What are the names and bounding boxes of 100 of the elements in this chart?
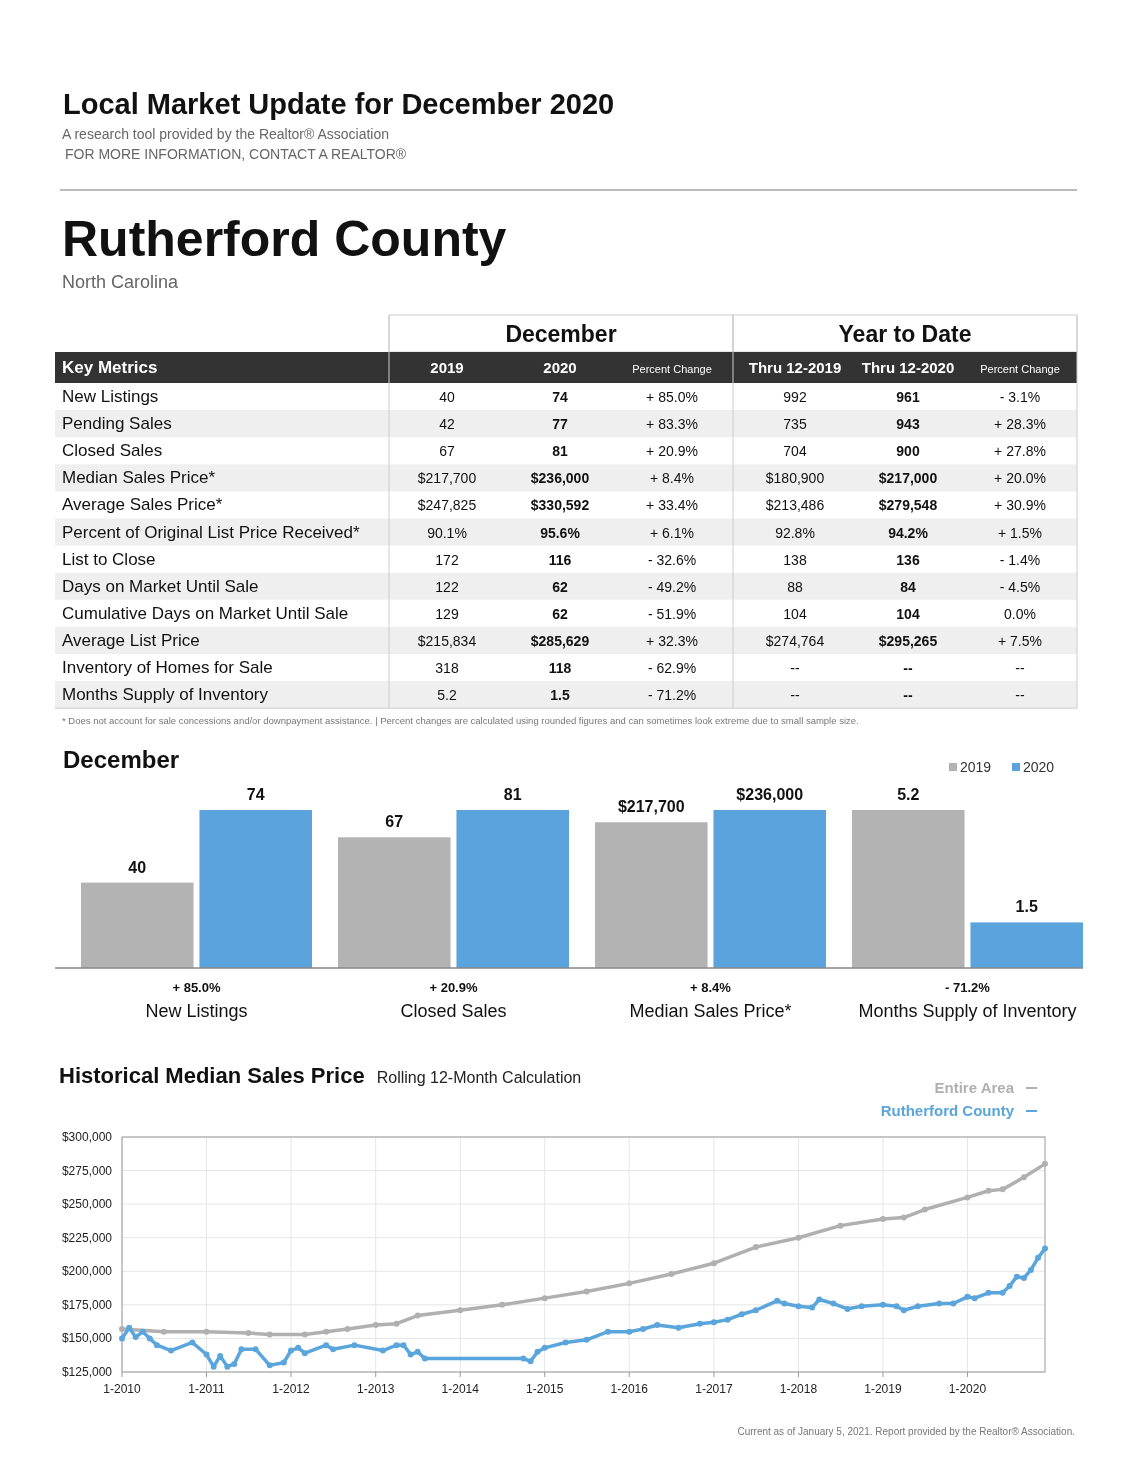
text: 62 (552, 578, 568, 595)
text: + 20.0% (994, 470, 1046, 487)
text: -- (903, 687, 913, 704)
point (301, 1331, 308, 1338)
text: + 6.1% (650, 524, 694, 541)
chart-title: December (63, 746, 180, 773)
text: $279,548 (878, 497, 938, 514)
text: + 8.4% (690, 980, 732, 995)
text: + 7.5% (998, 632, 1042, 649)
text: 2019 (430, 359, 464, 376)
point (414, 1312, 421, 1319)
legend-label: 2020 (1023, 759, 1055, 775)
text: 104 (896, 605, 920, 622)
text: - 32.6% (647, 551, 697, 568)
x-tick-label: 1-2017 (695, 1382, 733, 1396)
text: Thru 12-2019 (748, 359, 842, 376)
x-tick-label: 1-2013 (357, 1382, 395, 1396)
text: $274,764 (765, 632, 825, 649)
data-label: 40 (128, 858, 147, 876)
text: + 20.9% (646, 443, 698, 460)
text: + 28.3% (994, 416, 1046, 433)
point (457, 1307, 464, 1314)
text: 62 (552, 605, 568, 622)
text: - 49.2% (647, 578, 697, 595)
text: $215,834 (417, 632, 477, 649)
point (203, 1328, 210, 1335)
y-tick-label: $175,000 (61, 1297, 113, 1312)
y-tick-label: $125,000 (61, 1365, 113, 1379)
point (266, 1331, 273, 1338)
x-tick-label: 1-2019 (864, 1382, 902, 1396)
x-tick-label: 1-2020 (948, 1382, 987, 1396)
text: Cumulative Days on Market Until Sale (62, 603, 349, 623)
text: A research tool provided by the Realtor® Association (62, 126, 390, 142)
text: $217,700 (417, 470, 477, 487)
y-tick-label: $225,000 (61, 1230, 113, 1245)
y-tick-label: $200,000 (61, 1264, 113, 1279)
text: North Carolina (62, 272, 180, 292)
y-tick-label: $150,000 (61, 1331, 113, 1346)
text: -- (903, 660, 913, 676)
text: - 51.9% (647, 605, 697, 622)
text: 116 (548, 551, 572, 568)
text: 138 (783, 551, 807, 568)
point (752, 1244, 759, 1251)
text: Days on Market Until Sale (62, 576, 259, 596)
point (668, 1270, 675, 1277)
text: December (505, 321, 617, 347)
text: + 20.9% (429, 980, 478, 995)
text: + 33.4% (646, 497, 698, 514)
point (541, 1295, 548, 1302)
chart-title: Historical Median Sales Price (59, 1063, 365, 1088)
y-tick-label: $275,000 (61, 1163, 113, 1178)
text: - 4.5% (999, 578, 1041, 595)
y-tick-label: $250,000 (61, 1197, 113, 1212)
text: $295,265 (878, 632, 938, 649)
data-label: $217,700 (617, 798, 685, 816)
text: Closed Sales (62, 441, 163, 461)
text: 172 (435, 551, 459, 568)
text: 318 (435, 660, 459, 676)
point (900, 1214, 907, 1221)
text: - 3.1% (999, 389, 1041, 405)
point (323, 1328, 330, 1335)
point (795, 1234, 802, 1241)
x-axis-title: Months Supply of Inventory (858, 1001, 1077, 1021)
text: 74 (552, 389, 568, 405)
text: 122 (435, 578, 459, 595)
text: + 1.5% (998, 524, 1042, 541)
text: 88 (787, 578, 803, 595)
text: 735 (783, 416, 807, 433)
text: 104 (783, 605, 807, 622)
point (1042, 1160, 1048, 1167)
text: Percent Change (980, 363, 1060, 375)
text: 129 (435, 605, 459, 622)
x-axis-title: Median Sales Price* (629, 1001, 792, 1021)
x-tick-label: 1-2018 (779, 1382, 818, 1396)
text: + 27.8% (994, 443, 1046, 460)
text: Percent of Original List Price Received* (62, 522, 361, 542)
text: Inventory of Homes for Sale (62, 658, 273, 677)
text: 136 (896, 551, 920, 568)
text: $180,900 (765, 470, 825, 487)
text: Median Sales Price* (62, 468, 216, 488)
text: $213,486 (765, 497, 825, 514)
point (119, 1326, 125, 1333)
text: 1.5 (550, 687, 570, 704)
text: 95.6% (540, 524, 581, 541)
legend-label: Rutherford County (880, 1102, 1015, 1119)
legend-label: Entire Area (934, 1079, 1015, 1096)
text: 961 (896, 389, 920, 405)
text: Current as of January 5, 2021. Report provided by the Realtor® Association. (737, 1426, 1075, 1437)
text: 900 (896, 443, 920, 460)
text: $285,629 (530, 632, 590, 649)
text: - 71.2% (647, 687, 697, 704)
text: 5.2 (437, 687, 457, 704)
text: New Listings (62, 387, 159, 406)
text: $236,000 (530, 470, 590, 487)
text: Local Market Update for December 2020 (63, 88, 615, 120)
data-label: 74 (246, 786, 265, 803)
chart-subtitle: Rolling 12-Month Calculation (376, 1069, 582, 1086)
point (583, 1288, 590, 1295)
point (921, 1206, 928, 1213)
point (160, 1328, 167, 1335)
